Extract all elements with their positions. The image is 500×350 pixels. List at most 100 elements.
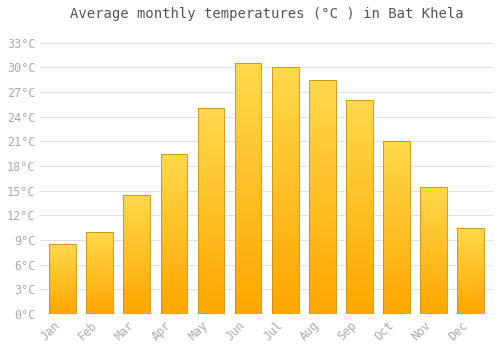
Bar — [198, 137, 224, 139]
Bar — [383, 309, 410, 310]
Bar — [160, 295, 188, 296]
Bar — [160, 163, 188, 165]
Bar — [272, 112, 298, 114]
Bar — [124, 304, 150, 306]
Bar — [86, 235, 113, 236]
Bar — [124, 289, 150, 290]
Bar — [309, 105, 336, 108]
Bar — [346, 130, 373, 132]
Bar — [383, 190, 410, 191]
Bar — [383, 200, 410, 202]
Bar — [235, 146, 262, 148]
Bar — [272, 75, 298, 77]
Bar — [86, 275, 113, 276]
Bar — [124, 215, 150, 216]
Bar — [160, 223, 188, 224]
Bar — [160, 261, 188, 262]
Bar — [86, 293, 113, 294]
Bar — [309, 143, 336, 145]
Bar — [86, 277, 113, 278]
Bar — [49, 260, 76, 261]
Bar — [160, 218, 188, 219]
Bar — [235, 171, 262, 174]
Bar — [86, 233, 113, 234]
Bar — [49, 287, 76, 288]
Bar — [309, 204, 336, 206]
Bar — [86, 272, 113, 273]
Bar — [86, 268, 113, 269]
Bar — [124, 299, 150, 300]
Bar — [235, 141, 262, 144]
Bar — [124, 211, 150, 212]
Bar — [309, 267, 336, 270]
Bar — [124, 226, 150, 227]
Bar — [383, 300, 410, 302]
Bar — [160, 262, 188, 264]
Bar — [458, 232, 484, 233]
Bar — [309, 284, 336, 286]
Bar — [346, 179, 373, 181]
Bar — [309, 295, 336, 298]
Bar — [235, 291, 262, 294]
Bar — [86, 303, 113, 304]
Bar — [272, 237, 298, 240]
Bar — [458, 246, 484, 247]
Bar — [49, 244, 76, 314]
Bar — [235, 264, 262, 266]
Bar — [346, 239, 373, 241]
Bar — [458, 251, 484, 252]
Bar — [309, 110, 336, 112]
Bar — [458, 268, 484, 269]
Bar — [420, 227, 447, 229]
Bar — [420, 232, 447, 234]
Bar — [198, 265, 224, 267]
Bar — [272, 274, 298, 277]
Bar — [198, 224, 224, 225]
Bar — [458, 312, 484, 313]
Bar — [124, 216, 150, 217]
Bar — [272, 181, 298, 183]
Bar — [383, 193, 410, 195]
Bar — [160, 173, 188, 175]
Bar — [420, 277, 447, 278]
Bar — [346, 134, 373, 136]
Bar — [272, 232, 298, 235]
Bar — [458, 255, 484, 256]
Bar — [124, 212, 150, 214]
Bar — [124, 217, 150, 218]
Bar — [383, 285, 410, 286]
Bar — [235, 244, 262, 246]
Bar — [124, 282, 150, 283]
Bar — [49, 253, 76, 254]
Bar — [272, 144, 298, 146]
Bar — [160, 206, 188, 208]
Bar — [309, 274, 336, 276]
Bar — [309, 202, 336, 204]
Bar — [124, 278, 150, 279]
Bar — [309, 152, 336, 155]
Bar — [160, 267, 188, 269]
Bar — [235, 178, 262, 181]
Bar — [272, 294, 298, 297]
Bar — [309, 190, 336, 192]
Bar — [272, 173, 298, 176]
Bar — [49, 267, 76, 268]
Bar — [420, 241, 447, 243]
Bar — [458, 233, 484, 234]
Bar — [235, 181, 262, 183]
Bar — [458, 242, 484, 243]
Bar — [383, 164, 410, 166]
Bar — [235, 198, 262, 201]
Bar — [49, 256, 76, 257]
Bar — [124, 258, 150, 259]
Bar — [124, 296, 150, 297]
Bar — [198, 232, 224, 234]
Bar — [383, 257, 410, 259]
Bar — [49, 285, 76, 286]
Bar — [272, 284, 298, 287]
Bar — [383, 229, 410, 231]
Bar — [49, 249, 76, 250]
Bar — [198, 287, 224, 289]
Bar — [198, 195, 224, 197]
Bar — [198, 178, 224, 180]
